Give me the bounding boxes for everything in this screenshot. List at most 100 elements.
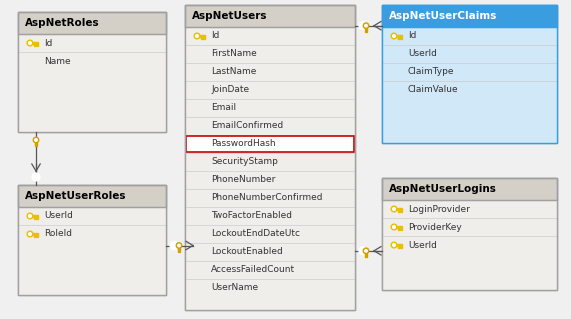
- Text: ClaimType: ClaimType: [408, 68, 455, 77]
- Circle shape: [29, 233, 31, 235]
- Text: PasswordHash: PasswordHash: [211, 139, 276, 149]
- Text: ProviderKey: ProviderKey: [408, 222, 462, 232]
- Circle shape: [32, 173, 40, 181]
- Bar: [185, 5, 355, 310]
- Circle shape: [176, 243, 182, 248]
- Bar: [382, 178, 557, 290]
- Circle shape: [391, 33, 397, 39]
- Text: RoleId: RoleId: [44, 229, 72, 239]
- Bar: [365, 251, 367, 257]
- Text: AspNetUsers: AspNetUsers: [192, 11, 267, 21]
- Circle shape: [393, 244, 395, 246]
- Circle shape: [365, 249, 367, 252]
- Text: UserId: UserId: [408, 49, 437, 58]
- Circle shape: [393, 35, 395, 37]
- Bar: [365, 26, 367, 32]
- Text: ClaimValue: ClaimValue: [408, 85, 459, 94]
- Bar: [30, 215, 38, 217]
- Text: Id: Id: [44, 39, 53, 48]
- Text: AspNetRoles: AspNetRoles: [25, 19, 99, 28]
- Bar: [34, 217, 36, 219]
- Bar: [37, 44, 38, 46]
- Bar: [399, 246, 400, 248]
- Text: LastName: LastName: [211, 68, 256, 77]
- Bar: [382, 5, 557, 143]
- Bar: [394, 35, 402, 37]
- Circle shape: [391, 224, 397, 230]
- Circle shape: [29, 215, 31, 217]
- Bar: [185, 5, 355, 310]
- Bar: [18, 12, 166, 132]
- Text: PhoneNumber: PhoneNumber: [211, 175, 275, 184]
- Text: SecurityStamp: SecurityStamp: [211, 158, 278, 167]
- Circle shape: [35, 139, 37, 141]
- Text: FirstName: FirstName: [211, 49, 257, 58]
- Text: LoginProvider: LoginProvider: [408, 204, 470, 213]
- Bar: [401, 246, 402, 248]
- Bar: [382, 200, 557, 290]
- Bar: [18, 185, 166, 295]
- Circle shape: [194, 33, 200, 39]
- Bar: [37, 235, 38, 237]
- Text: AspNetUserRoles: AspNetUserRoles: [25, 191, 127, 201]
- Text: EmailConfirmed: EmailConfirmed: [211, 122, 283, 130]
- Text: Id: Id: [211, 32, 219, 41]
- Text: Id: Id: [408, 32, 416, 41]
- Bar: [186, 136, 354, 152]
- Bar: [185, 27, 355, 310]
- Bar: [399, 228, 400, 230]
- Bar: [178, 246, 180, 251]
- Text: LockoutEndDateUtc: LockoutEndDateUtc: [211, 229, 300, 239]
- Bar: [204, 37, 205, 39]
- Bar: [382, 178, 557, 290]
- Text: AccessFailedCount: AccessFailedCount: [211, 265, 295, 275]
- Circle shape: [196, 35, 198, 37]
- Bar: [37, 217, 38, 219]
- Bar: [185, 5, 355, 27]
- Text: UserId: UserId: [44, 211, 73, 220]
- Bar: [30, 233, 38, 235]
- Bar: [382, 27, 557, 143]
- Circle shape: [363, 23, 369, 28]
- Circle shape: [27, 213, 33, 219]
- Text: LockoutEnabled: LockoutEnabled: [211, 248, 283, 256]
- Circle shape: [27, 231, 33, 237]
- Bar: [394, 226, 402, 228]
- Circle shape: [391, 206, 397, 212]
- Circle shape: [365, 25, 367, 27]
- Bar: [401, 228, 402, 230]
- Bar: [34, 44, 36, 46]
- Bar: [18, 207, 166, 295]
- Bar: [399, 37, 400, 39]
- Circle shape: [359, 247, 367, 255]
- Bar: [382, 5, 557, 143]
- Text: UserName: UserName: [211, 284, 258, 293]
- Bar: [18, 185, 166, 295]
- Bar: [35, 140, 37, 146]
- Text: PhoneNumberConfirmed: PhoneNumberConfirmed: [211, 194, 323, 203]
- Bar: [382, 5, 557, 27]
- Circle shape: [393, 226, 395, 228]
- Text: UserId: UserId: [408, 241, 437, 249]
- Text: JoinDate: JoinDate: [211, 85, 249, 94]
- Circle shape: [178, 244, 180, 247]
- Bar: [401, 37, 402, 39]
- Text: AspNetUserClaims: AspNetUserClaims: [389, 11, 497, 21]
- Text: Email: Email: [211, 103, 236, 113]
- Bar: [18, 185, 166, 207]
- Bar: [18, 12, 166, 132]
- Circle shape: [33, 137, 39, 143]
- Bar: [202, 37, 203, 39]
- Text: Name: Name: [44, 56, 71, 65]
- Circle shape: [393, 208, 395, 210]
- Bar: [18, 12, 166, 34]
- Bar: [18, 34, 166, 132]
- Circle shape: [27, 40, 33, 46]
- Circle shape: [170, 241, 178, 249]
- Bar: [197, 35, 205, 37]
- Bar: [382, 178, 557, 200]
- Bar: [394, 244, 402, 246]
- Bar: [30, 42, 38, 44]
- Bar: [394, 208, 402, 210]
- Circle shape: [391, 242, 397, 248]
